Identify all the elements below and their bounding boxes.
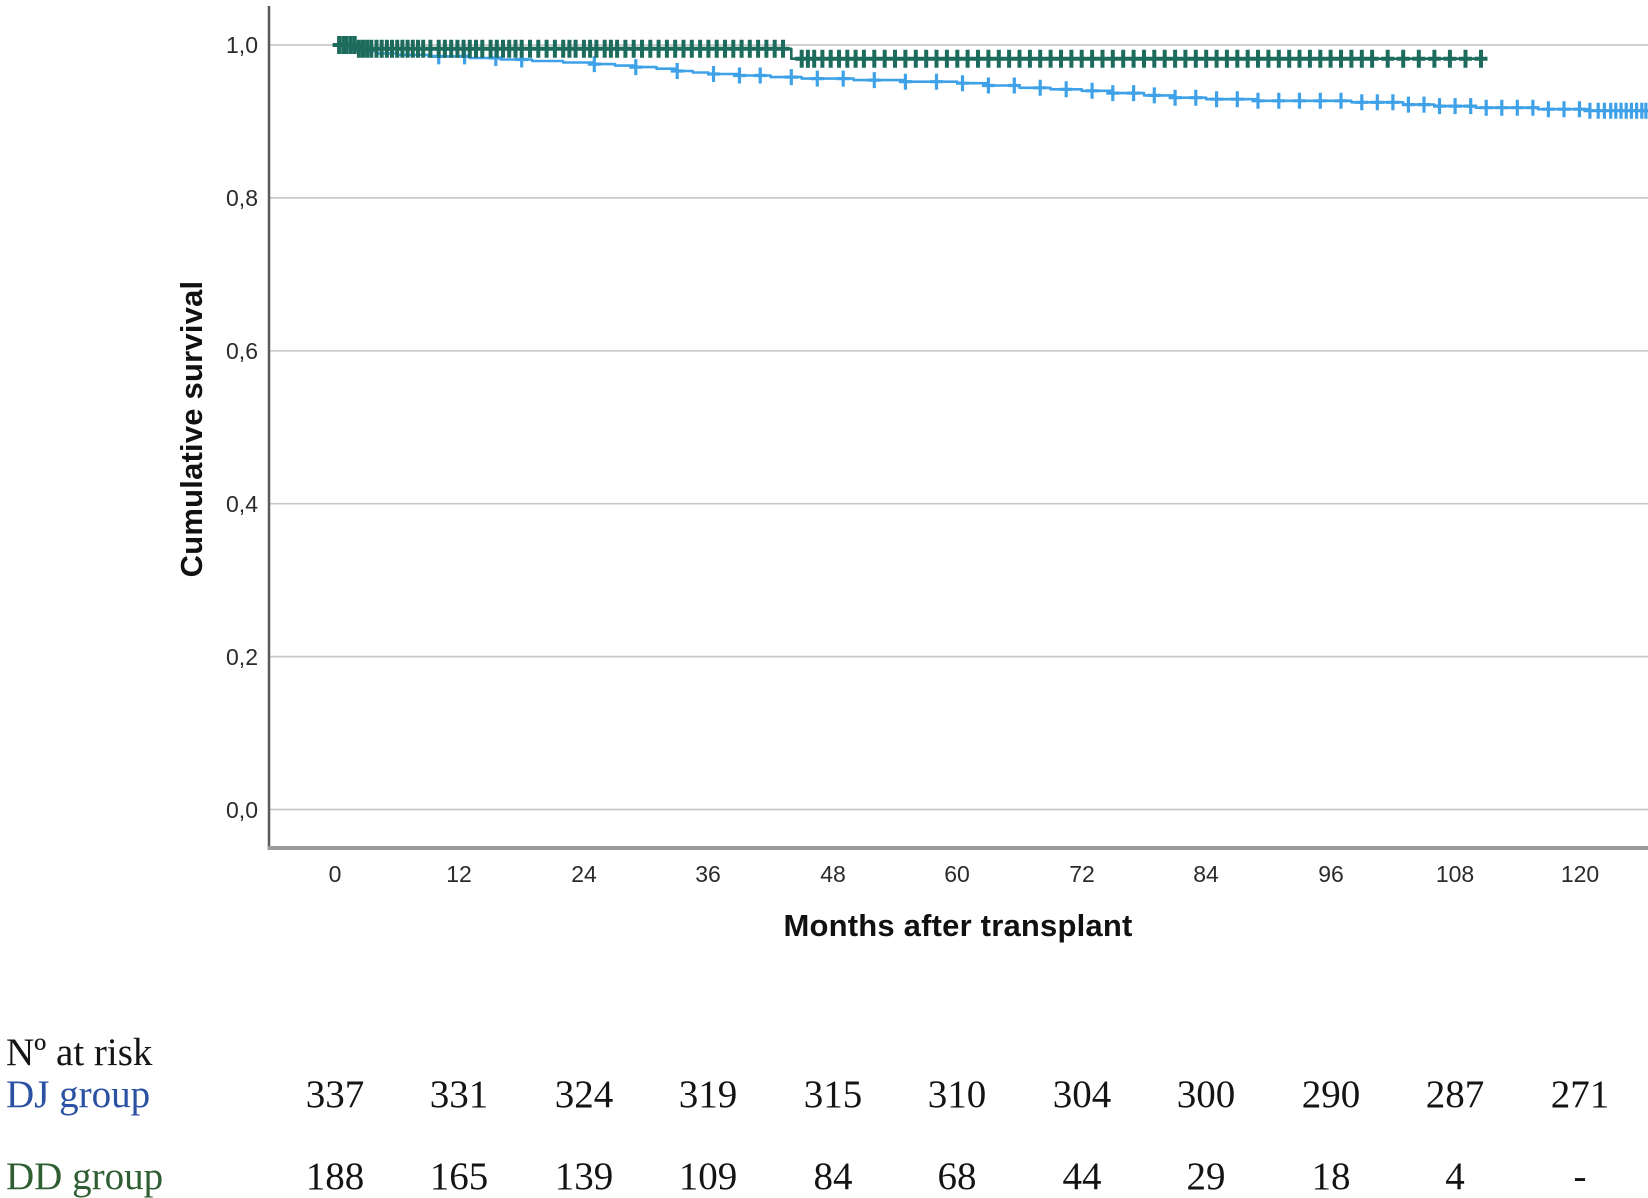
x-tick-label: 84: [1193, 861, 1219, 887]
risk-cell: 68: [937, 1155, 977, 1198]
y-tick-label: 0,6: [226, 338, 258, 364]
risk-cell: 84: [813, 1155, 853, 1198]
y-tick-label: 1,0: [226, 32, 258, 58]
x-axis-title: Months after transplant: [783, 908, 1133, 943]
risk-cell: 44: [1062, 1155, 1102, 1198]
x-tick-label: 120: [1560, 861, 1600, 887]
risk-row-label: DD group: [6, 1155, 164, 1198]
risk-cell: -: [1573, 1155, 1587, 1198]
y-tick-label: 0,2: [226, 644, 258, 670]
y-tick-label: 0,8: [226, 185, 258, 211]
x-tick-label: 72: [1069, 861, 1095, 887]
x-tick-label: 0: [328, 861, 342, 887]
risk-cell: 165: [429, 1155, 489, 1198]
risk-cell: 271: [1550, 1073, 1610, 1116]
risk-cell: 337: [305, 1073, 365, 1116]
risk-cell: 300: [1176, 1073, 1236, 1116]
risk-cell: 310: [927, 1073, 987, 1116]
y-axis-title: Cumulative survival: [174, 280, 209, 578]
x-tick-label: 36: [695, 861, 721, 887]
risk-cell: 18: [1311, 1155, 1351, 1198]
risk-cell: 315: [803, 1073, 863, 1116]
risk-cell: 331: [429, 1073, 489, 1116]
y-tick-label: 0,4: [226, 491, 258, 517]
x-tick-label: 12: [446, 861, 472, 887]
risk-cell: 304: [1052, 1073, 1112, 1116]
risk-cell: 109: [678, 1155, 738, 1198]
x-tick-label: 48: [820, 861, 846, 887]
risk-cell: 139: [554, 1155, 614, 1198]
risk-cell: 324: [554, 1073, 614, 1116]
x-tick-label: 96: [1318, 861, 1344, 887]
dd-censor-marks: [332, 36, 1488, 68]
x-tick-label: 24: [571, 861, 597, 887]
x-tick-label: 108: [1435, 861, 1475, 887]
x-tick-label: 60: [944, 861, 970, 887]
risk-table-header: Nº at risk: [6, 1031, 153, 1074]
risk-cell: 319: [678, 1073, 738, 1116]
risk-cell: 287: [1425, 1073, 1485, 1116]
y-tick-label: 0,0: [226, 797, 258, 823]
risk-cell: 29: [1186, 1155, 1226, 1198]
risk-cell: 4: [1445, 1155, 1465, 1198]
risk-cell: 188: [305, 1155, 365, 1198]
risk-cell: 290: [1301, 1073, 1361, 1116]
risk-row-label: DJ group: [6, 1073, 151, 1116]
